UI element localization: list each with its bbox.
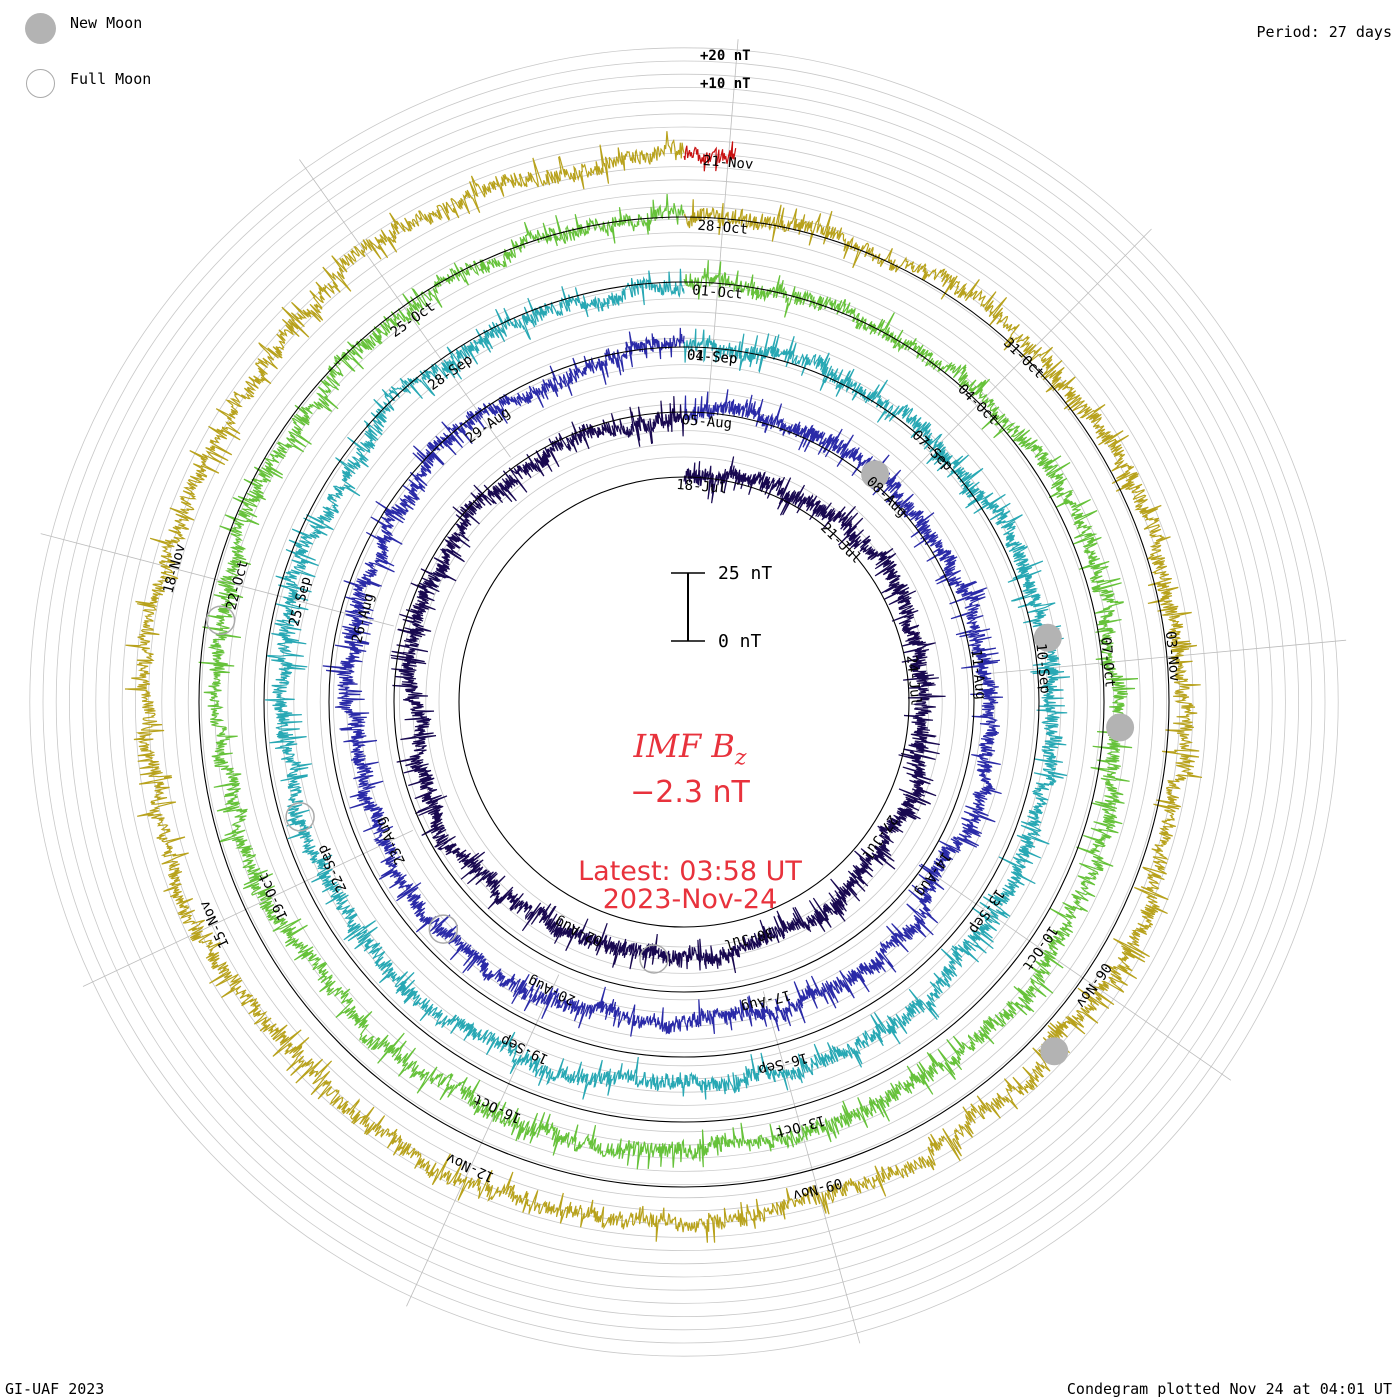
scale-bar (671, 572, 705, 642)
date-label: 01-Sep (686, 347, 738, 367)
zero-ring (458, 476, 910, 928)
new-moon-label: New Moon (70, 14, 143, 32)
grid-ring (55, 73, 1313, 1331)
day-spoke (762, 991, 861, 1344)
grid-ring (425, 443, 943, 961)
full-moon-marker (639, 944, 669, 974)
date-label: 05-Aug (681, 412, 733, 432)
grid-ring (108, 126, 1260, 1278)
grid-ring (214, 232, 1154, 1172)
day-spoke (82, 830, 413, 987)
full-moon-marker (428, 914, 459, 944)
day-spoke (406, 974, 560, 1307)
full-moon-marker (205, 605, 236, 636)
bz-trace-cycle-5 (124, 131, 1203, 1243)
date-label: 18-Jul (676, 477, 728, 497)
grid-ring (69, 87, 1299, 1317)
scale-label-10: +10 nT (700, 76, 751, 92)
new-moon-marker (1033, 623, 1062, 652)
new-moon-marker (861, 460, 890, 489)
full-moon-label: Full Moon (70, 70, 152, 88)
date-label: 24-Jul (903, 655, 924, 707)
date-label: 28-Sep (425, 352, 476, 394)
grid-ring (135, 153, 1233, 1251)
date-label: 11-Aug (968, 649, 989, 701)
latest-value: −2.3 nT (630, 775, 750, 810)
date-label: 03-Nov (1162, 631, 1183, 683)
latest-date-line: 2023-Nov-24 (602, 884, 778, 915)
day-spoke (299, 159, 511, 458)
grid-ring (95, 113, 1273, 1291)
period-label: Period: 27 days (1256, 23, 1392, 41)
date-label: 21-Nov (702, 153, 754, 173)
latest-time-line: Latest: 03:58 UT (578, 856, 802, 887)
grid-ring (266, 284, 1102, 1120)
bz-trace-cycle-1 (390, 396, 946, 974)
grid-ring (174, 192, 1194, 1212)
bz-trace-cycle-3 (265, 268, 1070, 1100)
moon-markers (205, 460, 1135, 1066)
grid-ring (200, 218, 1168, 1186)
date-label: 16-Oct (471, 1090, 524, 1126)
latest-time: Latest: 03:58 UT 2023-Nov-24 (0, 858, 1390, 914)
bz-trace-cycle-6 (683, 141, 737, 172)
footer-credit: GI-UAF 2023 (5, 1380, 105, 1398)
grid-ring (42, 60, 1326, 1344)
grid-ring (121, 139, 1247, 1265)
zero-ring (328, 346, 1040, 1058)
grid-ring (359, 377, 1009, 1027)
full-moon-marker (285, 802, 315, 832)
zero-ring (263, 281, 1105, 1123)
zero-ring (393, 411, 975, 993)
new-moon-icon (25, 13, 56, 44)
chart-title-subscript: z (734, 745, 747, 771)
date-label: 04-Sep (686, 347, 738, 367)
new-moon-marker (1106, 713, 1135, 742)
date-label: 07-Oct (1097, 637, 1118, 689)
date-label: 01-Oct (692, 282, 744, 302)
grid-ring (148, 166, 1220, 1238)
new-moon-marker (1040, 1037, 1069, 1066)
day-spoke (930, 872, 1232, 1081)
grid-ring (385, 403, 983, 1001)
chart-title: IMF Bz (0, 727, 1390, 770)
day-spokes (40, 39, 1347, 1344)
grid-rings (29, 47, 1339, 1357)
grid-ring (332, 350, 1036, 1054)
bz-series (124, 131, 1203, 1243)
grid-ring (29, 47, 1339, 1357)
footer-plot-time: Condegram plotted Nov 24 at 04:01 UT (1066, 1380, 1392, 1398)
grid-ring (82, 100, 1286, 1304)
date-label: 28-Oct (697, 218, 749, 238)
date-label: 10-Sep (1032, 643, 1053, 695)
scale-label-20: +20 nT (700, 48, 751, 64)
scale-bar-top-label: 25 nT (718, 563, 773, 584)
bz-trace-cycle-4 (198, 193, 1139, 1170)
bz-trace-cycle-2 (322, 327, 1004, 1037)
grid-ring (227, 245, 1141, 1159)
scale-bar-bottom-label: 0 nT (718, 631, 762, 652)
grid-ring (438, 456, 930, 948)
zero-lines (198, 216, 1170, 1188)
grid-ring (306, 324, 1062, 1080)
chart-title-text: IMF B (633, 727, 735, 765)
full-moon-icon (26, 69, 55, 98)
day-spoke (40, 533, 394, 627)
zero-ring (198, 216, 1170, 1188)
